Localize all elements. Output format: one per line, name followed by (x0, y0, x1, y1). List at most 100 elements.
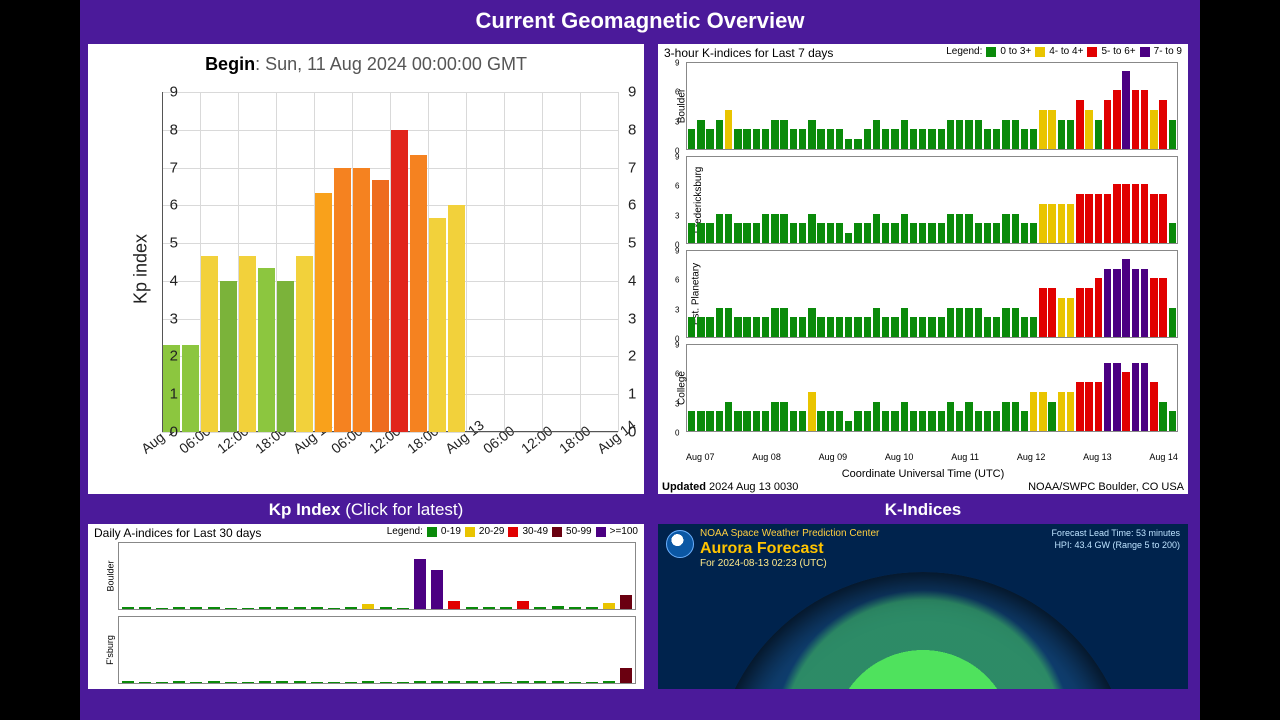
kind-bar (1039, 110, 1046, 149)
aind-station-label: F'sburg (105, 635, 115, 665)
kind-bar (1104, 194, 1111, 243)
kind-bar (734, 317, 741, 337)
aind-bar (173, 607, 185, 609)
kind-bar (910, 129, 917, 149)
kind-bar (947, 308, 954, 337)
kp-x-tick: 18:00 (556, 422, 593, 456)
kind-bar (1104, 363, 1111, 431)
top-row: Begin: Sun, 11 Aug 2024 00:00:00 GMT Kp … (80, 44, 1200, 494)
sub-title-kp[interactable]: Kp Index (Click for latest) (88, 500, 644, 520)
kind-bar (762, 317, 769, 337)
aurora-time: For 2024-08-13 02:23 (UTC) (700, 558, 827, 569)
aind-bar (448, 681, 460, 683)
kind-bar (753, 129, 760, 149)
aind-bar (620, 595, 632, 609)
kp-bar (277, 281, 294, 432)
kind-bar (799, 129, 806, 149)
aind-bar (397, 682, 409, 683)
kind-bar (864, 317, 871, 337)
kind-bar (1113, 184, 1120, 243)
kind-bar (993, 223, 1000, 243)
kind-bar (780, 120, 787, 149)
kind-bar (743, 223, 750, 243)
kind-bar (938, 411, 945, 431)
k-indices-panel[interactable]: 3-hour K-indices for Last 7 days Legend:… (658, 44, 1188, 494)
kind-bar (1002, 402, 1009, 431)
kind-bar (1067, 392, 1074, 431)
kind-bar (1058, 120, 1065, 149)
kind-footer-right: NOAA/SWPC Boulder, CO USA (1028, 481, 1184, 493)
kp-y-tick: 6 (170, 197, 178, 214)
kind-bar (697, 411, 704, 431)
kind-bar (836, 129, 843, 149)
kind-bar (1067, 204, 1074, 243)
kp-bar (201, 256, 218, 432)
a-indices-panel[interactable]: Daily A-indices for Last 30 days Legend:… (88, 524, 644, 689)
kind-bar (1113, 90, 1120, 149)
kp-y-tick-right: 4 (628, 272, 636, 289)
aind-bar (431, 681, 443, 683)
kind-bar (1021, 411, 1028, 431)
kind-bar (1169, 411, 1176, 431)
kind-bar (901, 402, 908, 431)
kp-bar (372, 180, 389, 432)
kind-bar (1030, 392, 1037, 431)
kp-bar (239, 256, 256, 432)
aurora-globe (713, 572, 1133, 689)
kind-bar (947, 402, 954, 431)
kind-bar (827, 223, 834, 243)
kind-bar (1095, 382, 1102, 431)
kind-bar (938, 317, 945, 337)
aind-bar (397, 608, 409, 609)
aind-bar (552, 606, 564, 609)
kind-x-tick: Aug 12 (1017, 452, 1046, 466)
aurora-meta: Forecast Lead Time: 53 minutes HPI: 43.4… (1051, 528, 1180, 551)
kp-begin-bold: Begin (205, 54, 255, 74)
kind-bar (947, 120, 954, 149)
kp-index-chart[interactable]: Begin: Sun, 11 Aug 2024 00:00:00 GMT Kp … (88, 44, 644, 494)
kind-bar (725, 308, 732, 337)
kind-bar (1048, 110, 1055, 149)
kind-bar (975, 223, 982, 243)
kind-bar (743, 411, 750, 431)
aind-title: Daily A-indices for Last 30 days (94, 526, 261, 540)
kind-bar (743, 317, 750, 337)
kp-bar (315, 193, 332, 432)
kind-bar (854, 223, 861, 243)
kind-bar (956, 308, 963, 337)
page-root: Current Geomagnetic Overview Begin: Sun,… (80, 0, 1200, 720)
kind-bar (817, 129, 824, 149)
aind-bar (362, 681, 374, 683)
kind-bar (965, 402, 972, 431)
kind-bar (1085, 288, 1092, 337)
kind-bar (910, 411, 917, 431)
aind-bar (414, 681, 426, 683)
kind-bar (845, 139, 852, 149)
aind-subpanel: Boulder (118, 542, 636, 610)
kind-bar (1002, 120, 1009, 149)
aind-bar (569, 682, 581, 683)
kp-y-tick-right: 5 (628, 235, 636, 252)
kind-bar (928, 317, 935, 337)
kind-bar (975, 308, 982, 337)
kind-bar (1002, 308, 1009, 337)
kind-bar (771, 402, 778, 431)
aurora-forecast-panel[interactable]: NOAA Space Weather Prediction Center Aur… (658, 524, 1188, 689)
kind-bar (1159, 402, 1166, 431)
kind-updated-value: 2024 Aug 13 0030 (706, 481, 798, 493)
kind-bar (743, 129, 750, 149)
kind-bar (1095, 120, 1102, 149)
kind-bar (993, 129, 1000, 149)
kind-bar (956, 411, 963, 431)
aind-bar (362, 604, 374, 609)
kind-bar (706, 411, 713, 431)
kp-bar (296, 256, 313, 432)
kind-bar (817, 411, 824, 431)
sub-title-kind: K-Indices (658, 500, 1188, 520)
kind-bar (716, 214, 723, 243)
kind-bar (1012, 120, 1019, 149)
kind-bar (1150, 194, 1157, 243)
kind-bar (993, 317, 1000, 337)
kind-bar (1122, 259, 1129, 337)
kind-bar (1067, 120, 1074, 149)
